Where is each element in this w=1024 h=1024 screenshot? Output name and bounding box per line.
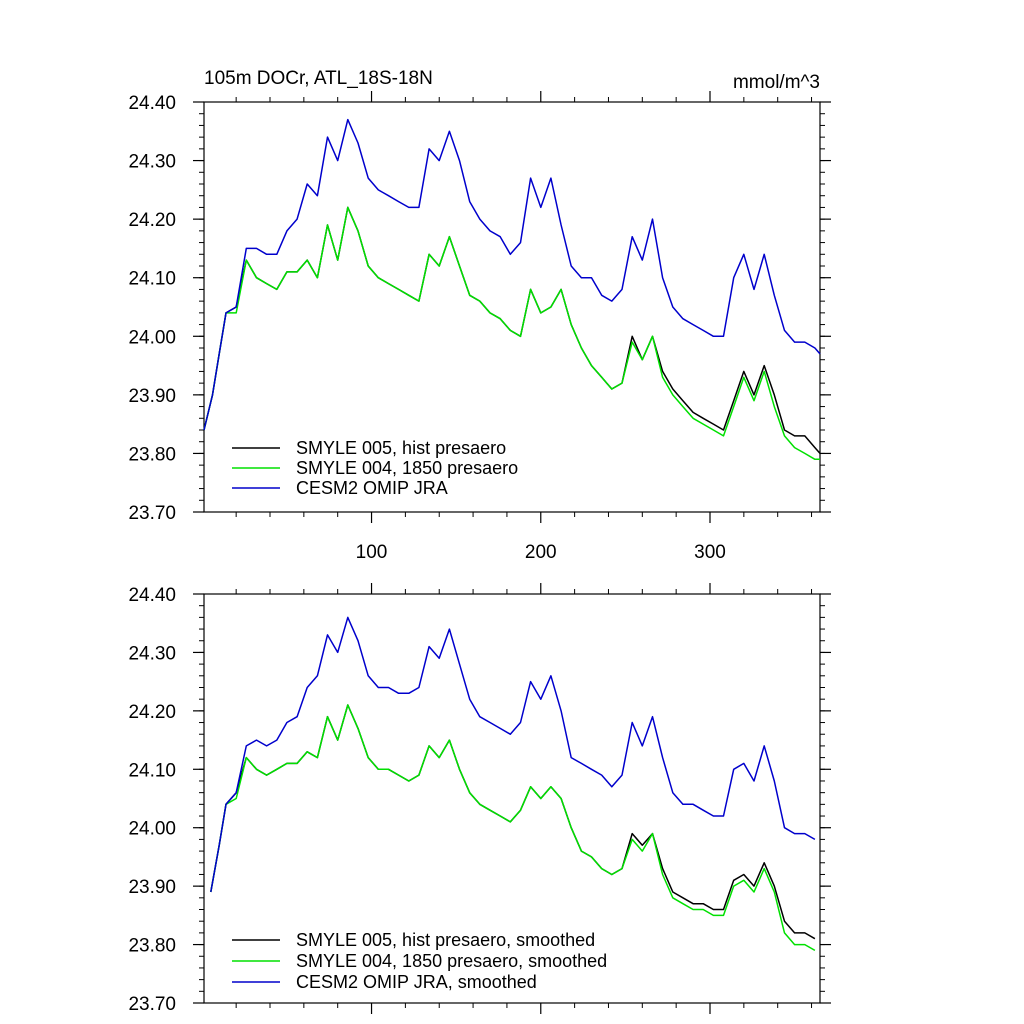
y-tick-label: 24.40: [128, 585, 176, 606]
legend-label-3: CESM2 OMIP JRA, smoothed: [296, 972, 537, 992]
legend-label-1: SMYLE 005, hist presaero: [296, 438, 506, 458]
y-tick-label: 23.90: [128, 877, 176, 898]
y-tick-label: 23.80: [128, 936, 176, 957]
series-line-3: [203, 118, 821, 431]
y-tick-label: 24.30: [128, 643, 176, 664]
x-tick-label: 300: [694, 542, 726, 563]
chart-title: 105m DOCr, ATL_18S-18N: [204, 68, 433, 89]
legend-label-1: SMYLE 005, hist presaero, smoothed: [296, 930, 595, 950]
y-tick-label: 23.80: [128, 444, 176, 465]
series-line-2: [203, 206, 820, 461]
chart-units: mmol/m^3: [733, 72, 820, 93]
y-tick-label: 23.90: [128, 386, 176, 407]
y-tick-label: 24.00: [128, 819, 176, 840]
x-tick-label: 100: [356, 542, 388, 563]
series-line-3: [210, 616, 816, 893]
y-tick-label: 24.20: [128, 702, 176, 723]
plot-frame: [203, 101, 821, 513]
y-tick-label: 24.00: [128, 327, 176, 348]
x-tick-label: 200: [525, 542, 557, 563]
legend-label-2: SMYLE 004, 1850 presaero: [296, 458, 518, 478]
legend-label-3: CESM2 OMIP JRA: [296, 478, 448, 498]
y-tick-label: 24.10: [128, 269, 176, 290]
y-tick-label: 23.70: [128, 994, 176, 1015]
y-tick-label: 24.30: [128, 152, 176, 173]
y-tick-label: 23.70: [128, 503, 176, 524]
y-tick-label: 24.40: [128, 93, 176, 114]
top-panel: 23.70 23.80 23.90 24.00 24.10 24.20 24.30 24.40…: [128, 91, 831, 563]
legend-label-2: SMYLE 004, 1850 presaero, smoothed: [296, 951, 607, 971]
y-tick-label: 24.10: [128, 760, 176, 781]
y-tick-label: 24.20: [128, 210, 176, 231]
plot-frame: [203, 593, 821, 1004]
bottom-panel: 23.70 23.80 23.90 24.00 24.10 24.20 24.30 24.40…: [128, 583, 831, 1015]
series-line-2: [210, 704, 816, 952]
